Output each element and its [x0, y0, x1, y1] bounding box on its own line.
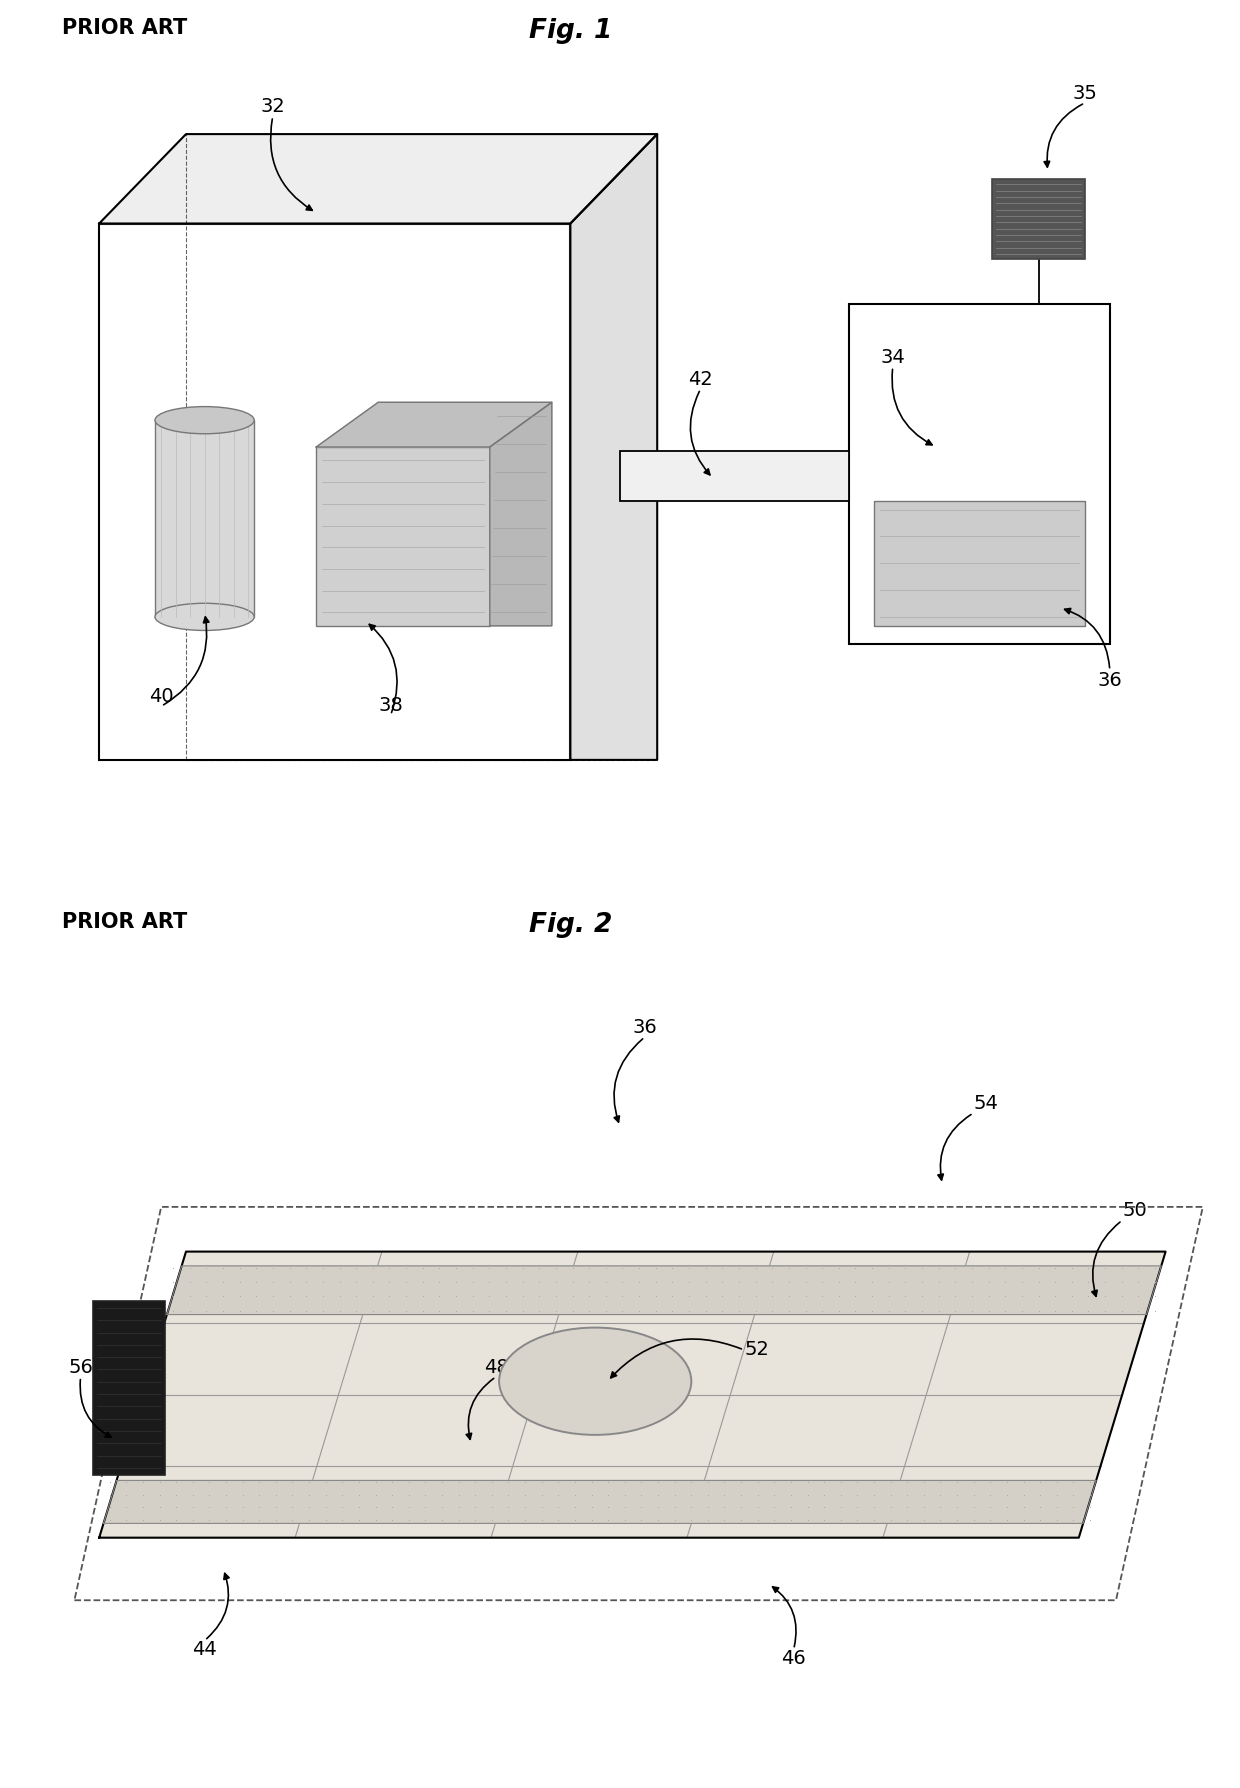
Text: Fig. 1: Fig. 1	[528, 18, 613, 45]
Text: 50: 50	[1122, 1202, 1147, 1219]
Text: 48: 48	[484, 1357, 508, 1377]
Ellipse shape	[155, 406, 254, 434]
Polygon shape	[104, 1480, 1096, 1523]
Text: 35: 35	[1073, 84, 1097, 102]
Ellipse shape	[498, 1327, 692, 1434]
Text: 34: 34	[880, 347, 905, 367]
Text: 32: 32	[260, 97, 285, 116]
Polygon shape	[316, 402, 552, 447]
Text: 42: 42	[688, 370, 713, 390]
Bar	[99, 224, 570, 760]
Text: 38: 38	[378, 696, 403, 715]
Polygon shape	[99, 134, 657, 224]
Bar	[874, 501, 1085, 626]
Bar	[93, 1302, 165, 1475]
Text: 52: 52	[744, 1341, 769, 1359]
Text: Fig. 2: Fig. 2	[528, 912, 613, 939]
Text: PRIOR ART: PRIOR ART	[62, 18, 187, 38]
Bar	[155, 420, 254, 617]
Text: 36: 36	[1097, 670, 1122, 690]
Ellipse shape	[155, 603, 254, 631]
Bar	[992, 179, 1085, 259]
Text: 36: 36	[632, 1017, 657, 1037]
Text: 54: 54	[973, 1094, 998, 1112]
Polygon shape	[167, 1266, 1161, 1314]
Text: 44: 44	[192, 1641, 217, 1659]
Text: 56: 56	[68, 1357, 93, 1377]
Polygon shape	[490, 402, 552, 626]
Polygon shape	[570, 134, 657, 760]
Polygon shape	[99, 1252, 1166, 1538]
Text: PRIOR ART: PRIOR ART	[62, 912, 187, 932]
Text: 46: 46	[781, 1649, 806, 1668]
Bar	[316, 447, 490, 626]
Bar	[849, 304, 1110, 644]
Bar	[620, 451, 849, 501]
Text: 40: 40	[149, 687, 174, 706]
